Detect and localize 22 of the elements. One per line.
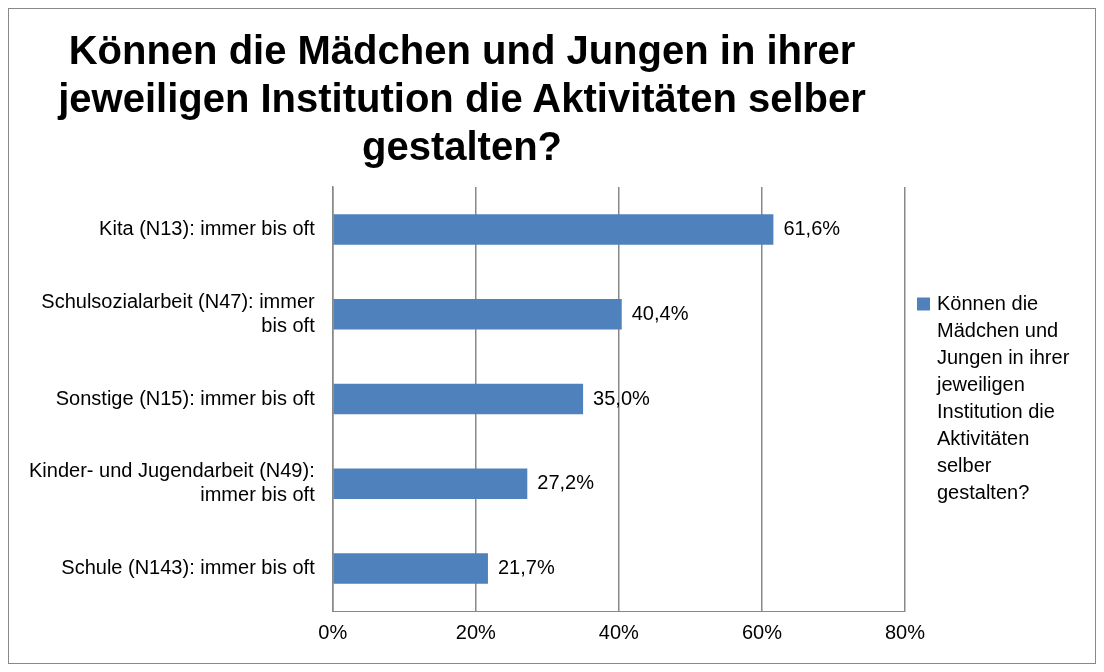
data-label: 61,6% bbox=[783, 216, 841, 239]
data-label: 40,4% bbox=[631, 301, 689, 324]
legend-label: Können die Mädchen und Jungen in ihrer jeweiligen Institution die Aktivitäten selber gestalten? bbox=[936, 292, 1070, 504]
bar bbox=[333, 214, 774, 245]
data-label: 21,7% bbox=[497, 556, 555, 579]
bar bbox=[333, 383, 584, 415]
x-tick-label: 80% bbox=[884, 620, 926, 643]
x-tick-label: 40% bbox=[598, 620, 640, 643]
data-label: 27,2% bbox=[537, 471, 595, 494]
y-tick-label: Kinder- und Jugendarbeit (N49): immer bis oft bbox=[28, 459, 316, 506]
y-tick-label: Sonstige (N15): immer bis oft bbox=[55, 386, 316, 409]
y-tick-label: Kita (N13): immer bis oft bbox=[99, 216, 316, 239]
bar bbox=[333, 468, 528, 500]
chart-title: Können die Mädchen und Jungen in ihrer jeweiligen Institution die Aktivitäten selber gestalten? bbox=[57, 28, 866, 169]
bar bbox=[333, 298, 622, 330]
y-tick-label: Schulsozialarbeit (N47): immer bis oft bbox=[41, 289, 316, 336]
bar bbox=[333, 553, 488, 584]
y-tick-label: Schule (N143): immer bis oft bbox=[61, 556, 316, 579]
x-tick-label: 60% bbox=[741, 620, 783, 643]
data-label: 35,0% bbox=[593, 386, 651, 409]
x-tick-label: 0% bbox=[318, 620, 348, 643]
x-tick-label: 20% bbox=[455, 620, 497, 643]
